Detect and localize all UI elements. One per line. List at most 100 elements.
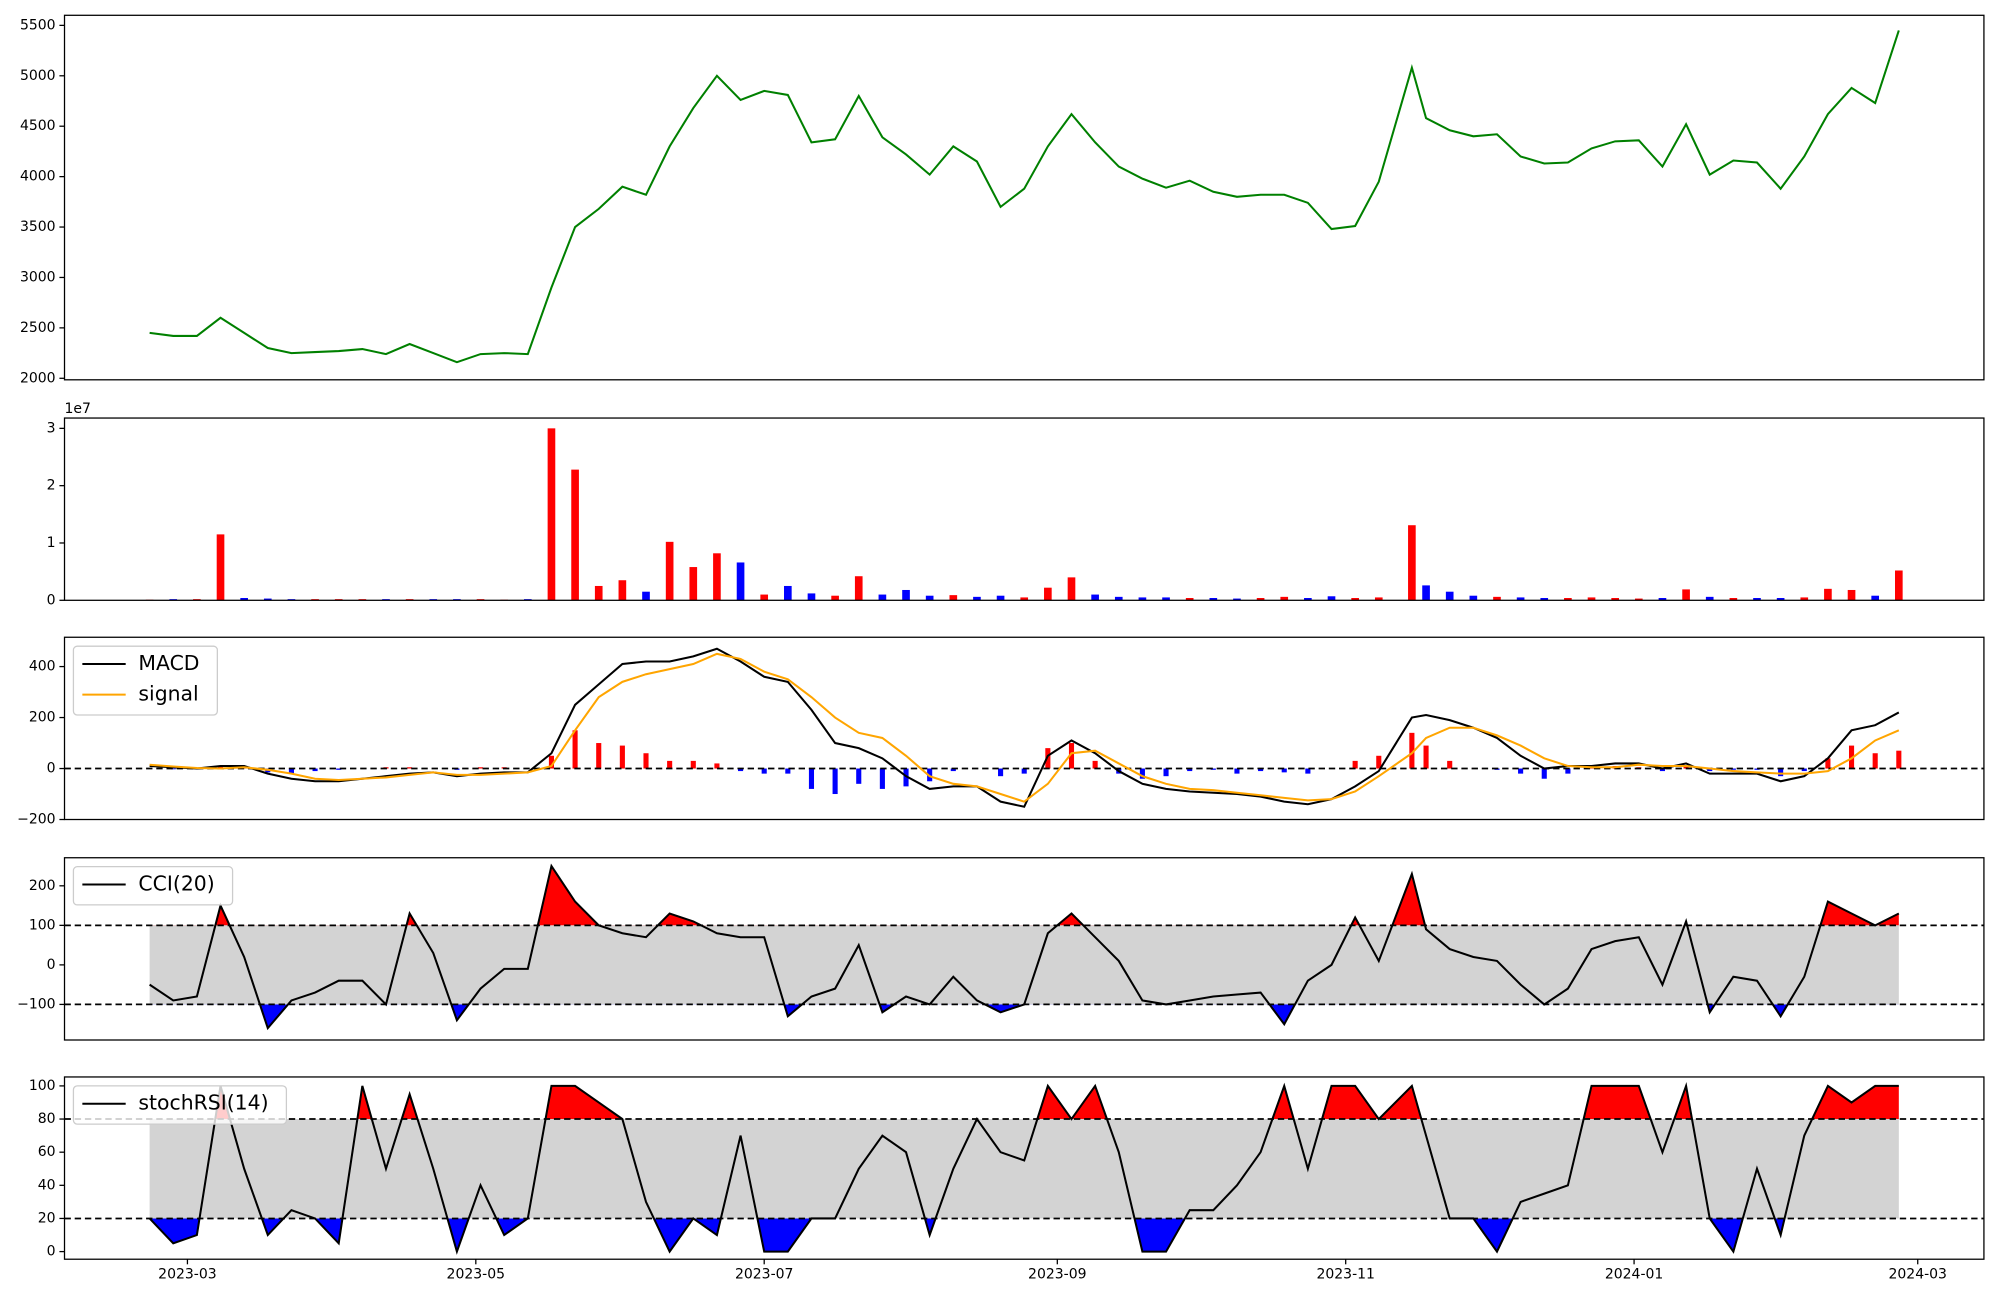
volume-bar	[1374, 597, 1383, 601]
series-line	[148, 1081, 1899, 1255]
y-tick-label: 3	[47, 420, 56, 436]
volume-bar	[1705, 596, 1714, 601]
x-tick-label: 2023-07	[735, 1267, 794, 1283]
volume-bar	[854, 576, 863, 601]
volume-bar	[1114, 596, 1123, 601]
volume-bar	[831, 595, 839, 601]
histogram-bar	[548, 755, 555, 769]
histogram-bar	[407, 767, 413, 769]
volume-bar	[878, 594, 887, 601]
histogram-bar	[903, 768, 909, 787]
histogram-bar	[879, 768, 885, 789]
histogram-bar	[288, 768, 294, 774]
volume-bar	[1847, 589, 1856, 601]
series-line	[149, 863, 1900, 1031]
histogram-bar	[832, 768, 838, 795]
axes-frame	[63, 857, 1985, 1041]
series-line	[149, 647, 1900, 808]
y-tick-label: 60	[38, 1144, 56, 1160]
histogram-bar	[1754, 768, 1760, 770]
x-tick-label: 2024-03	[1888, 1267, 1947, 1283]
histogram-bar	[1730, 768, 1736, 770]
volume-bar	[1233, 598, 1241, 601]
histogram-bar	[1825, 758, 1831, 769]
x-tick-label: 2023-03	[158, 1267, 216, 1283]
histogram-bar	[1139, 768, 1145, 779]
histogram-bar	[170, 768, 176, 770]
volume-bar	[949, 595, 958, 601]
histogram-bar	[785, 768, 791, 774]
y-tick-label: 3000	[20, 269, 56, 285]
volume-bar	[1304, 598, 1312, 601]
x-tick-label: 2023-11	[1316, 1267, 1375, 1283]
axes-frame	[63, 14, 1985, 381]
volume-bar	[1256, 598, 1265, 601]
legend-label: CCI(20)	[138, 872, 214, 896]
y-tick-label: 20	[38, 1210, 56, 1226]
volume-bar	[996, 595, 1005, 601]
panel	[64, 1081, 1984, 1255]
histogram-bar	[1801, 768, 1807, 772]
histogram-bar	[1021, 768, 1027, 774]
volume-bar	[665, 541, 674, 601]
legend-box	[72, 866, 234, 906]
x-tick-label: 2023-05	[447, 1267, 506, 1283]
histogram-bar	[667, 760, 673, 769]
volume-bar	[1895, 570, 1903, 601]
histogram-bar	[1305, 768, 1311, 774]
y-tick-label: 100	[29, 917, 56, 933]
histogram-bar	[312, 768, 318, 772]
volume-bar	[1682, 589, 1690, 601]
y-tick-label: 0	[47, 1244, 56, 1260]
histogram-bar	[1409, 732, 1415, 769]
volume-bar	[642, 591, 650, 601]
y-tick-label: 4500	[20, 118, 56, 134]
volume-bar	[1020, 597, 1029, 601]
volume-bar	[1044, 587, 1052, 601]
axes-frame	[63, 417, 1985, 601]
histogram-bar	[1896, 750, 1902, 769]
histogram-bar	[1163, 768, 1169, 777]
histogram-bar	[1068, 743, 1075, 769]
volume-bar	[1824, 588, 1832, 601]
volume-bar	[1138, 597, 1147, 601]
histogram-bar	[596, 743, 602, 769]
neutral-band	[149, 925, 1899, 1005]
volume-bar	[902, 589, 910, 601]
volume-bar	[784, 585, 792, 601]
offset-label: 1e7	[65, 401, 91, 417]
series-line	[149, 652, 1900, 803]
histogram-bar	[1187, 768, 1193, 772]
histogram-bar	[1659, 768, 1665, 772]
histogram-bar	[217, 765, 224, 769]
volume-bar	[1800, 597, 1809, 601]
volume-bar	[1091, 594, 1099, 601]
histogram-bar	[1045, 748, 1051, 769]
volume-bar	[1658, 598, 1667, 601]
histogram-bar	[1707, 768, 1713, 772]
histogram-bar	[1565, 768, 1571, 774]
y-tick-label: 100	[29, 1078, 56, 1094]
volume-bar	[689, 567, 698, 601]
histogram-bar	[643, 753, 649, 769]
histogram-bar	[1352, 760, 1358, 769]
volume-bar	[1445, 591, 1454, 601]
volume-bar	[1209, 598, 1218, 601]
histogram-bar	[1376, 755, 1382, 769]
histogram-bar	[738, 768, 744, 772]
histogram-bar	[714, 763, 720, 769]
histogram-bar	[808, 768, 815, 789]
axes-frame	[63, 1076, 1985, 1260]
volume-bar	[594, 585, 603, 601]
y-tick-label: 40	[38, 1177, 56, 1193]
volume-bar	[760, 594, 769, 601]
volume-bar	[713, 553, 721, 601]
volume-bar	[973, 596, 981, 601]
histogram-bar	[1447, 760, 1453, 769]
panel	[64, 863, 1984, 1031]
volume-bar	[618, 580, 627, 601]
volume-bar	[1162, 597, 1170, 601]
volume-bar	[571, 469, 579, 601]
y-tick-label: 1	[47, 535, 56, 551]
